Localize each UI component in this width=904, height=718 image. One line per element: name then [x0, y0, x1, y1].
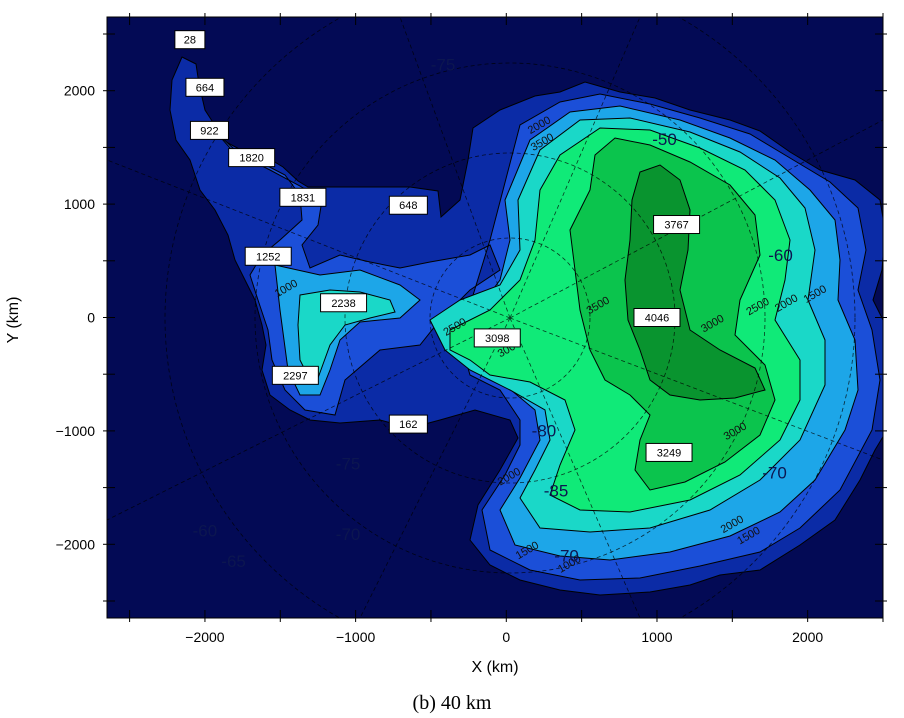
- elevation-label: 3098: [473, 328, 521, 348]
- elevation-label-box: [228, 148, 276, 168]
- latitude-label: -50: [652, 130, 677, 149]
- elevation-label: 3767: [653, 215, 701, 235]
- elevation-label-text: 922: [200, 125, 218, 137]
- elevation-label: 3249: [645, 442, 693, 462]
- elevation-label-text: 2297: [283, 370, 307, 382]
- elevation-label: 1252: [244, 246, 292, 266]
- x-tick-label: −2000: [185, 629, 225, 645]
- latitude-label: -85: [544, 482, 569, 501]
- latitude-label: -70: [336, 525, 361, 544]
- y-tick-label: 0: [87, 310, 95, 326]
- elevation-label-text: 162: [399, 419, 417, 431]
- elevation-label-text: 3249: [657, 447, 681, 459]
- latitude-label: -70: [762, 464, 787, 483]
- latitude-label: -65: [221, 552, 246, 571]
- elevation-label-text: 648: [399, 200, 417, 212]
- latitude-label: -80: [532, 422, 557, 441]
- elevation-label: 2238: [320, 293, 368, 313]
- elevation-label-text: 4046: [645, 313, 669, 325]
- elevation-label-text: 28: [184, 35, 196, 47]
- elevation-label-box: [174, 30, 206, 50]
- elevation-label: 1820: [228, 148, 276, 168]
- latitude-label: -75: [431, 55, 456, 74]
- elevation-label-box: [473, 328, 521, 348]
- y-tick-label: 2000: [64, 83, 95, 99]
- elevation-label: 162: [388, 414, 428, 434]
- elevation-label-box: [653, 215, 701, 235]
- elevation-label-box: [645, 442, 693, 462]
- elevation-label-box: [189, 120, 229, 140]
- elevation-label-box: [388, 195, 428, 215]
- elevation-label-text: 3098: [485, 333, 509, 345]
- elevation-label-text: 1831: [291, 192, 315, 204]
- latitude-label: -60: [193, 521, 218, 540]
- elevation-label-box: [271, 365, 319, 385]
- elevation-label-text: 664: [196, 82, 214, 94]
- elevation-label: 4046: [633, 308, 681, 327]
- elevation-label: 28: [174, 30, 206, 50]
- x-axis-title: X (km): [471, 659, 518, 676]
- y-tick-label: 1000: [64, 196, 95, 212]
- elevation-label-text: 1820: [239, 153, 263, 165]
- elevation-label-text: 3767: [664, 220, 688, 232]
- elevation-label-text: 1252: [256, 251, 280, 263]
- elevation-label: 648: [388, 195, 428, 215]
- x-tick-label: 1000: [641, 629, 672, 645]
- y-tick-label: −2000: [56, 536, 96, 552]
- y-axis-title: Y (km): [5, 297, 22, 344]
- elevation-label-box: [320, 293, 368, 313]
- figure-caption: (b) 40 km: [413, 692, 492, 714]
- x-tick-label: 2000: [792, 629, 823, 645]
- latitude-label: -75: [336, 454, 361, 473]
- elevation-label-text: 2238: [331, 298, 355, 310]
- elevation-label: 922: [189, 120, 229, 140]
- elevation-label: 664: [185, 77, 225, 97]
- x-tick-label: −1000: [336, 629, 376, 645]
- y-tick-label: −1000: [56, 423, 96, 439]
- latitude-label: -60: [768, 246, 793, 265]
- elevation-label-box: [633, 308, 681, 327]
- elevation-label-box: [244, 246, 292, 266]
- elevation-label-box: [279, 187, 327, 207]
- latitude-label: -70: [554, 546, 579, 565]
- elevation-label-box: [388, 414, 428, 434]
- elevation-label-box: [185, 77, 225, 97]
- x-tick-label: 0: [502, 629, 510, 645]
- elevation-label: 1831: [279, 187, 327, 207]
- elevation-label: 2297: [271, 365, 319, 385]
